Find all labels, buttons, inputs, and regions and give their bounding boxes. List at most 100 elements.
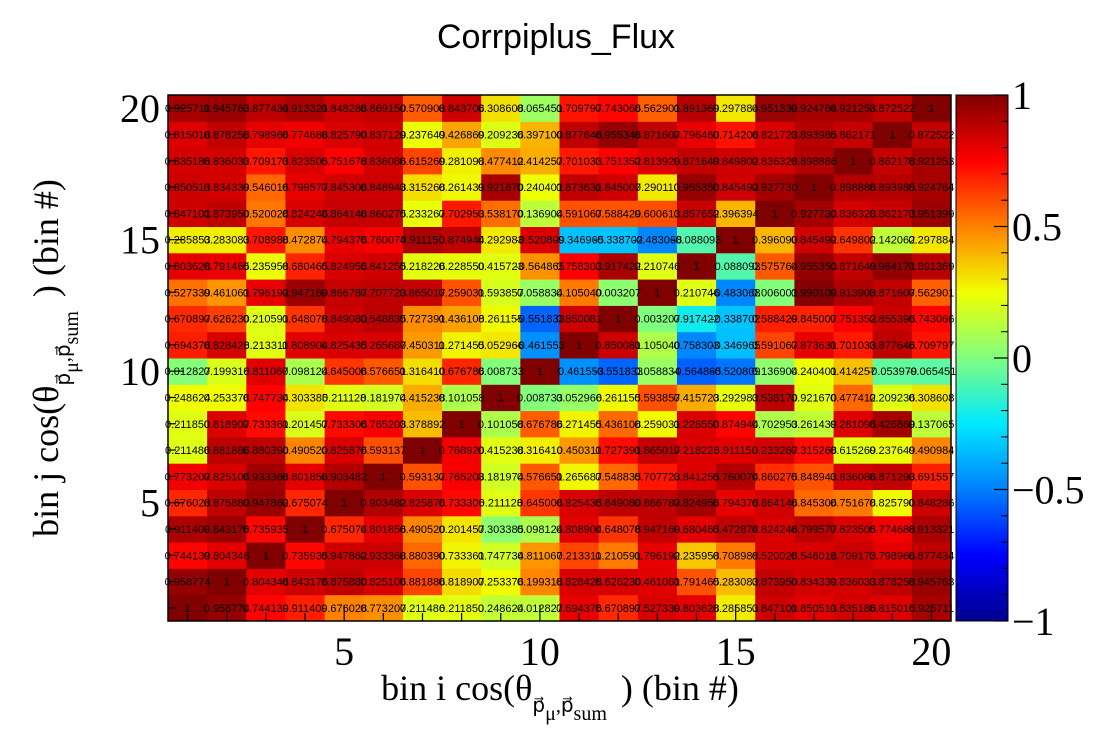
cell-value-label: 0.955350 — [791, 261, 837, 273]
heatmap-cell — [637, 226, 678, 254]
heatmap-cell — [872, 121, 913, 149]
heatmap-cell — [794, 95, 835, 122]
color-bar-tick-label: 1 — [1012, 73, 1032, 118]
heatmap-cell — [246, 305, 286, 333]
heatmap-cell — [598, 410, 639, 438]
heatmap-cell — [324, 568, 365, 596]
cell-value-label: 0.834339 — [204, 182, 250, 194]
heatmap-cell — [716, 252, 756, 280]
heatmap-cell — [794, 279, 835, 306]
heatmap-cell — [833, 200, 874, 227]
heatmap-cell — [755, 252, 795, 280]
heatmap-cell — [676, 463, 717, 490]
heatmap-cell — [402, 279, 443, 306]
heatmap-cell — [481, 95, 521, 122]
cell-value-label: 0.927730 — [791, 208, 837, 220]
cell-value-label: 0.562901 — [634, 103, 680, 115]
cell-value-label: 0.378892 — [400, 419, 446, 431]
cell-value-label: 0.600613 — [634, 208, 680, 220]
cell-value-label: 0.415723 — [478, 261, 524, 273]
cell-value-label: 0.951339 — [752, 103, 798, 115]
cell-value-label: 0.261155 — [478, 314, 523, 326]
heatmap-cell — [716, 436, 756, 464]
heatmap-cell — [833, 226, 874, 254]
heatmap-cell — [520, 515, 560, 543]
cell-value-label: 0.773207 — [360, 603, 406, 615]
cell-value-label: 0.862178 — [869, 156, 915, 168]
heatmap-cell — [833, 436, 874, 464]
cell-value-label: 0.253376 — [204, 392, 250, 404]
heatmap-cell — [402, 436, 443, 464]
heatmap-cell — [324, 147, 365, 175]
cell-value-label: 0.850513 — [165, 182, 211, 194]
cell-value-label: 0.848286 — [321, 103, 367, 115]
heatmap-cell — [598, 515, 639, 543]
cell-value-label: 0.911150 — [714, 445, 758, 457]
cell-value-label: 0.210591 — [595, 550, 641, 562]
cell-value-label: 0.921670 — [478, 182, 524, 194]
cell-value-label: 0.911150 — [400, 235, 444, 247]
heatmap-cell — [481, 252, 521, 280]
cell-value-label: 0.801856 — [360, 524, 406, 536]
cell-value-label: 1 — [928, 103, 934, 115]
cell-value-label: 0.101058 — [439, 392, 485, 404]
cell-value-label: 0.520026 — [752, 550, 798, 562]
heatmap-cell — [324, 279, 365, 306]
cell-value-label: -0.088093 — [672, 235, 722, 247]
heatmap-cell — [442, 542, 482, 569]
heatmap-cell — [755, 279, 795, 306]
cell-value-label: 0.951399 — [908, 208, 954, 220]
heatmap-cell — [442, 568, 482, 596]
heatmap-cell — [520, 147, 560, 175]
cell-value-label: 0.803628 — [674, 603, 720, 615]
heatmap-cell — [481, 358, 521, 385]
cell-value-label: 0.303385 — [478, 524, 524, 536]
heatmap-cell — [716, 542, 756, 569]
cell-value-label: 0.765203 — [439, 471, 485, 483]
cell-value-label: 0.857652 — [674, 208, 720, 220]
heatmap-cell — [676, 200, 717, 227]
cell-value-label: 0.297884 — [713, 103, 759, 115]
cell-value-label: 0.921670 — [791, 392, 837, 404]
cell-value-label: 0.237649 — [869, 445, 915, 457]
heatmap-cell — [285, 226, 326, 254]
cell-value-label: 0.315268 — [400, 182, 446, 194]
heatmap-cell — [207, 252, 247, 280]
cell-value-label: 1 — [889, 129, 895, 141]
cell-value-label: 0.316410 — [517, 445, 563, 457]
heatmap-cell — [755, 305, 795, 333]
heatmap-cell — [794, 515, 835, 543]
heatmap-cell — [402, 252, 443, 280]
heatmap-cell — [794, 358, 835, 385]
heatmap-cell — [794, 436, 835, 464]
heatmap-cell — [755, 121, 795, 149]
heatmap-cell — [363, 95, 404, 122]
cell-value-label: 0.871293 — [869, 471, 915, 483]
heatmap-cell — [363, 226, 404, 254]
cell-value-label: 0.472874 — [282, 235, 328, 247]
cell-value-label: 0.825106 — [204, 471, 250, 483]
heatmap-cell — [755, 200, 795, 227]
cell-value-label: 1 — [850, 156, 856, 168]
cell-value-label: 0.825790 — [321, 129, 367, 141]
heatmap-cell-labels: 1 0.9587740.7441390.9114090.6760280.77320… — [165, 103, 957, 615]
heatmap-cell — [755, 515, 795, 543]
heatmap-cell — [481, 200, 521, 227]
cell-value-label: 0.211128 — [479, 498, 523, 510]
cell-value-label: 0.875880 — [321, 577, 367, 589]
cell-value-label: 0.733306 — [439, 498, 485, 510]
cell-value-label: 0.228550 — [439, 261, 485, 273]
heatmap-cell — [598, 279, 639, 306]
cell-value-label: 0.849080 — [321, 314, 367, 326]
color-bar-tick-label: 0 — [1012, 336, 1032, 381]
cell-value-label: -0.053979 — [867, 366, 917, 378]
cell-value-label: 1 — [811, 182, 817, 194]
heatmap-cell — [324, 489, 365, 517]
cell-value-label: 0.702953 — [439, 208, 485, 220]
heatmap-cell — [363, 568, 404, 596]
heatmap-cell — [872, 463, 913, 490]
heatmap-cell — [676, 252, 717, 280]
cell-value-label: 0.414257 — [830, 366, 876, 378]
cell-value-label: 0.240401 — [791, 366, 837, 378]
heatmap-cell — [911, 121, 952, 149]
